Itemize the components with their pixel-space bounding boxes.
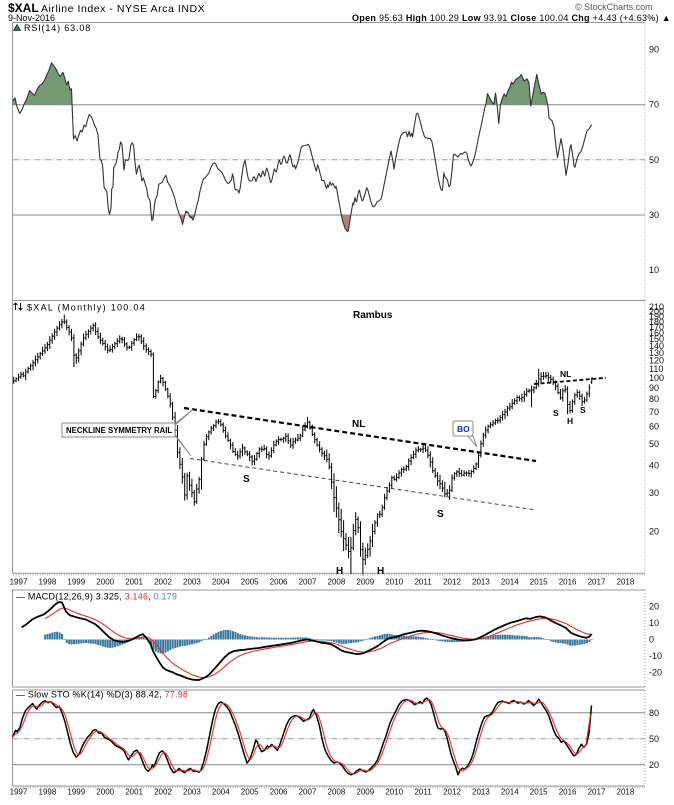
svg-text:H: H bbox=[567, 416, 573, 426]
svg-text:2013: 2013 bbox=[472, 788, 490, 797]
svg-text:20: 20 bbox=[649, 760, 659, 770]
svg-text:1997: 1997 bbox=[10, 788, 28, 797]
svg-text:2005: 2005 bbox=[241, 788, 259, 797]
svg-text:2011: 2011 bbox=[414, 788, 432, 797]
svg-text:110: 110 bbox=[649, 364, 663, 374]
svg-text:2003: 2003 bbox=[183, 788, 201, 797]
svg-text:$XAL: $XAL bbox=[8, 1, 39, 15]
svg-text:2016: 2016 bbox=[559, 578, 577, 587]
svg-text:2004: 2004 bbox=[212, 788, 230, 797]
svg-text:2009: 2009 bbox=[356, 578, 374, 587]
svg-text:S: S bbox=[243, 474, 250, 485]
svg-text:2003: 2003 bbox=[183, 578, 201, 587]
svg-text:2006: 2006 bbox=[270, 788, 288, 797]
svg-text:NL: NL bbox=[560, 369, 571, 379]
svg-text:Open 95.63 High 100.29 Low 93.: Open 95.63 High 100.29 Low 93.91 Close 1… bbox=[352, 13, 671, 23]
svg-text:2007: 2007 bbox=[299, 788, 317, 797]
svg-text:NL: NL bbox=[352, 419, 365, 430]
svg-text:70: 70 bbox=[649, 100, 659, 110]
svg-text:0: 0 bbox=[649, 635, 654, 645]
svg-text:2002: 2002 bbox=[154, 788, 172, 797]
svg-text:© StockCharts.com: © StockCharts.com bbox=[575, 2, 653, 12]
svg-text:2018: 2018 bbox=[617, 578, 635, 587]
svg-text:100: 100 bbox=[649, 373, 664, 383]
svg-text:50: 50 bbox=[649, 734, 659, 744]
svg-text:90: 90 bbox=[649, 45, 659, 55]
svg-text:2002: 2002 bbox=[154, 578, 172, 587]
svg-text:20: 20 bbox=[649, 527, 659, 537]
svg-text:2008: 2008 bbox=[328, 788, 346, 797]
svg-text:H: H bbox=[336, 566, 343, 577]
svg-text:2018: 2018 bbox=[617, 788, 635, 797]
svg-text:10: 10 bbox=[649, 265, 659, 275]
svg-text:70: 70 bbox=[649, 407, 659, 417]
svg-text:Rambus: Rambus bbox=[353, 310, 393, 321]
svg-text:-20: -20 bbox=[649, 668, 662, 678]
svg-text:10: 10 bbox=[649, 618, 659, 628]
svg-text:BO: BO bbox=[457, 424, 470, 434]
svg-text:30: 30 bbox=[649, 488, 659, 498]
svg-text:80: 80 bbox=[649, 708, 659, 718]
svg-text:2017: 2017 bbox=[588, 788, 606, 797]
svg-text:80: 80 bbox=[649, 394, 659, 404]
svg-text:50: 50 bbox=[649, 155, 659, 165]
svg-text:2005: 2005 bbox=[241, 578, 259, 587]
svg-text:2015: 2015 bbox=[530, 788, 548, 797]
svg-text:2016: 2016 bbox=[559, 788, 577, 797]
svg-text:2007: 2007 bbox=[299, 578, 317, 587]
svg-text:2000: 2000 bbox=[96, 578, 114, 587]
svg-text:210: 210 bbox=[649, 302, 664, 312]
svg-text:30: 30 bbox=[649, 210, 659, 220]
svg-text:170: 170 bbox=[649, 322, 664, 332]
svg-text:$XAL (Monthly) 100.04: $XAL (Monthly) 100.04 bbox=[27, 303, 146, 313]
svg-text:2012: 2012 bbox=[443, 578, 461, 587]
svg-text:180: 180 bbox=[649, 317, 664, 327]
svg-text:2006: 2006 bbox=[270, 578, 288, 587]
svg-text:-10: -10 bbox=[649, 651, 662, 661]
svg-text:S: S bbox=[580, 405, 586, 415]
svg-text:2015: 2015 bbox=[530, 578, 548, 587]
svg-text:2001: 2001 bbox=[125, 788, 143, 797]
svg-text:RSI(14) 63.08: RSI(14) 63.08 bbox=[24, 23, 91, 33]
svg-text:1999: 1999 bbox=[67, 578, 85, 587]
svg-text:150: 150 bbox=[649, 334, 664, 344]
svg-text:2010: 2010 bbox=[385, 578, 403, 587]
svg-text:2017: 2017 bbox=[588, 578, 606, 587]
svg-text:1998: 1998 bbox=[39, 578, 57, 587]
svg-text:50: 50 bbox=[649, 439, 659, 449]
svg-text:2004: 2004 bbox=[212, 578, 230, 587]
svg-text:9-Nov-2016: 9-Nov-2016 bbox=[8, 13, 55, 23]
svg-text:90: 90 bbox=[649, 383, 659, 393]
svg-text:200: 200 bbox=[649, 307, 664, 317]
svg-text:2009: 2009 bbox=[356, 788, 374, 797]
svg-text:NECKLINE SYMMETRY RAIL: NECKLINE SYMMETRY RAIL bbox=[66, 426, 172, 435]
svg-text:2000: 2000 bbox=[96, 788, 114, 797]
svg-text:Airline Index - NYSE Arca INDX: Airline Index - NYSE Arca INDX bbox=[41, 3, 205, 15]
svg-text:2012: 2012 bbox=[443, 788, 461, 797]
svg-text:H: H bbox=[377, 566, 384, 577]
svg-text:1999: 1999 bbox=[67, 788, 85, 797]
svg-text:190: 190 bbox=[649, 312, 664, 322]
svg-text:2014: 2014 bbox=[501, 578, 519, 587]
svg-text:140: 140 bbox=[649, 341, 664, 351]
svg-text:— Slow STO %K(14) %D(3) 88.42,: — Slow STO %K(14) %D(3) 88.42, 77.98 bbox=[16, 690, 188, 700]
svg-text:130: 130 bbox=[649, 348, 664, 358]
svg-text:20: 20 bbox=[649, 601, 659, 611]
svg-text:1998: 1998 bbox=[39, 788, 57, 797]
svg-text:2001: 2001 bbox=[125, 578, 143, 587]
svg-text:160: 160 bbox=[649, 328, 664, 338]
svg-text:1997: 1997 bbox=[10, 578, 28, 587]
svg-text:S: S bbox=[437, 509, 444, 520]
svg-text:2011: 2011 bbox=[414, 578, 432, 587]
svg-text:2013: 2013 bbox=[472, 578, 490, 587]
svg-text:— MACD(12,26,9) 3.325, 3.146,: — MACD(12,26,9) 3.325, 3.146, 0.179 bbox=[16, 592, 177, 602]
svg-text:2010: 2010 bbox=[385, 788, 403, 797]
svg-text:120: 120 bbox=[649, 356, 664, 366]
svg-text:40: 40 bbox=[649, 460, 659, 470]
svg-text:60: 60 bbox=[649, 422, 659, 432]
svg-text:2008: 2008 bbox=[328, 578, 346, 587]
svg-text:S: S bbox=[553, 408, 559, 418]
svg-text:2014: 2014 bbox=[501, 788, 519, 797]
